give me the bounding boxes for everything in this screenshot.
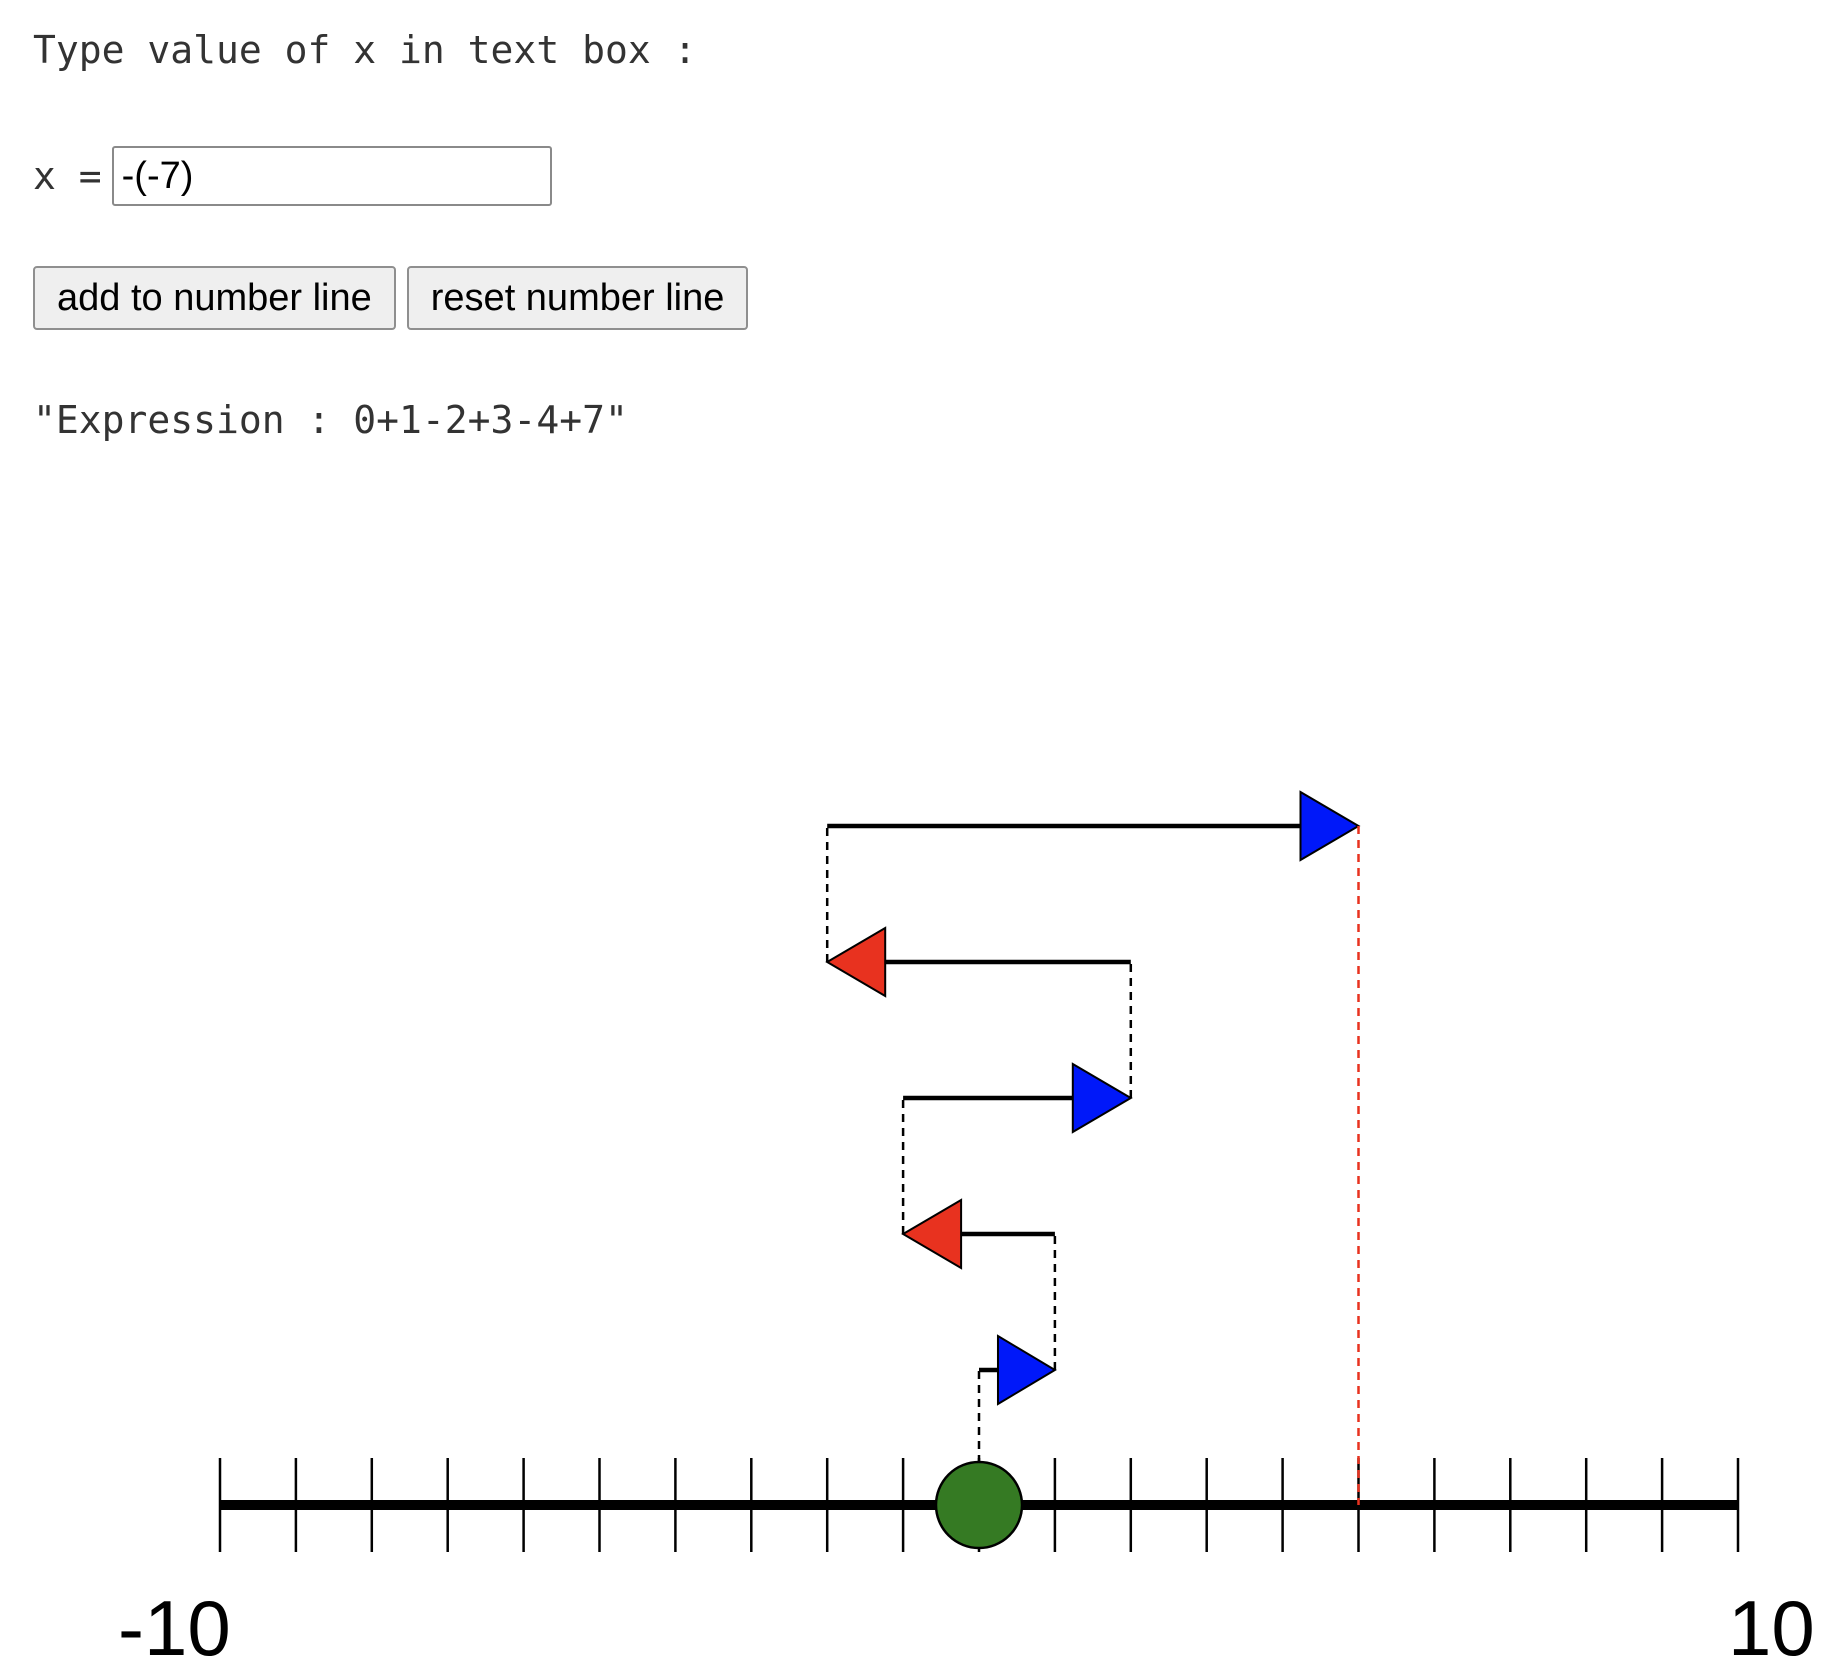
- reset-number-line-button[interactable]: reset number line: [406, 266, 749, 330]
- positive-step-arrowhead: [1071, 1062, 1133, 1134]
- button-row: add to number line reset number line: [33, 266, 759, 330]
- min-label: -10: [118, 1584, 231, 1672]
- positive-step-arrowhead: [996, 1334, 1057, 1406]
- instruction-text: Type value of x in text box :: [33, 28, 697, 72]
- negative-step-arrowhead: [825, 926, 887, 998]
- negative-step-arrowhead: [901, 1198, 963, 1270]
- positive-step-arrowhead: [1299, 790, 1361, 862]
- add-to-number-line-button[interactable]: add to number line: [33, 266, 396, 330]
- expression-text: "Expression : 0+1-2+3-4+7": [33, 398, 628, 442]
- start-point-marker: [934, 1460, 1024, 1550]
- x-input-row: x =: [33, 144, 552, 208]
- x-label: x =: [33, 154, 102, 198]
- x-value-input[interactable]: [111, 146, 552, 206]
- max-label: 10: [1728, 1584, 1815, 1672]
